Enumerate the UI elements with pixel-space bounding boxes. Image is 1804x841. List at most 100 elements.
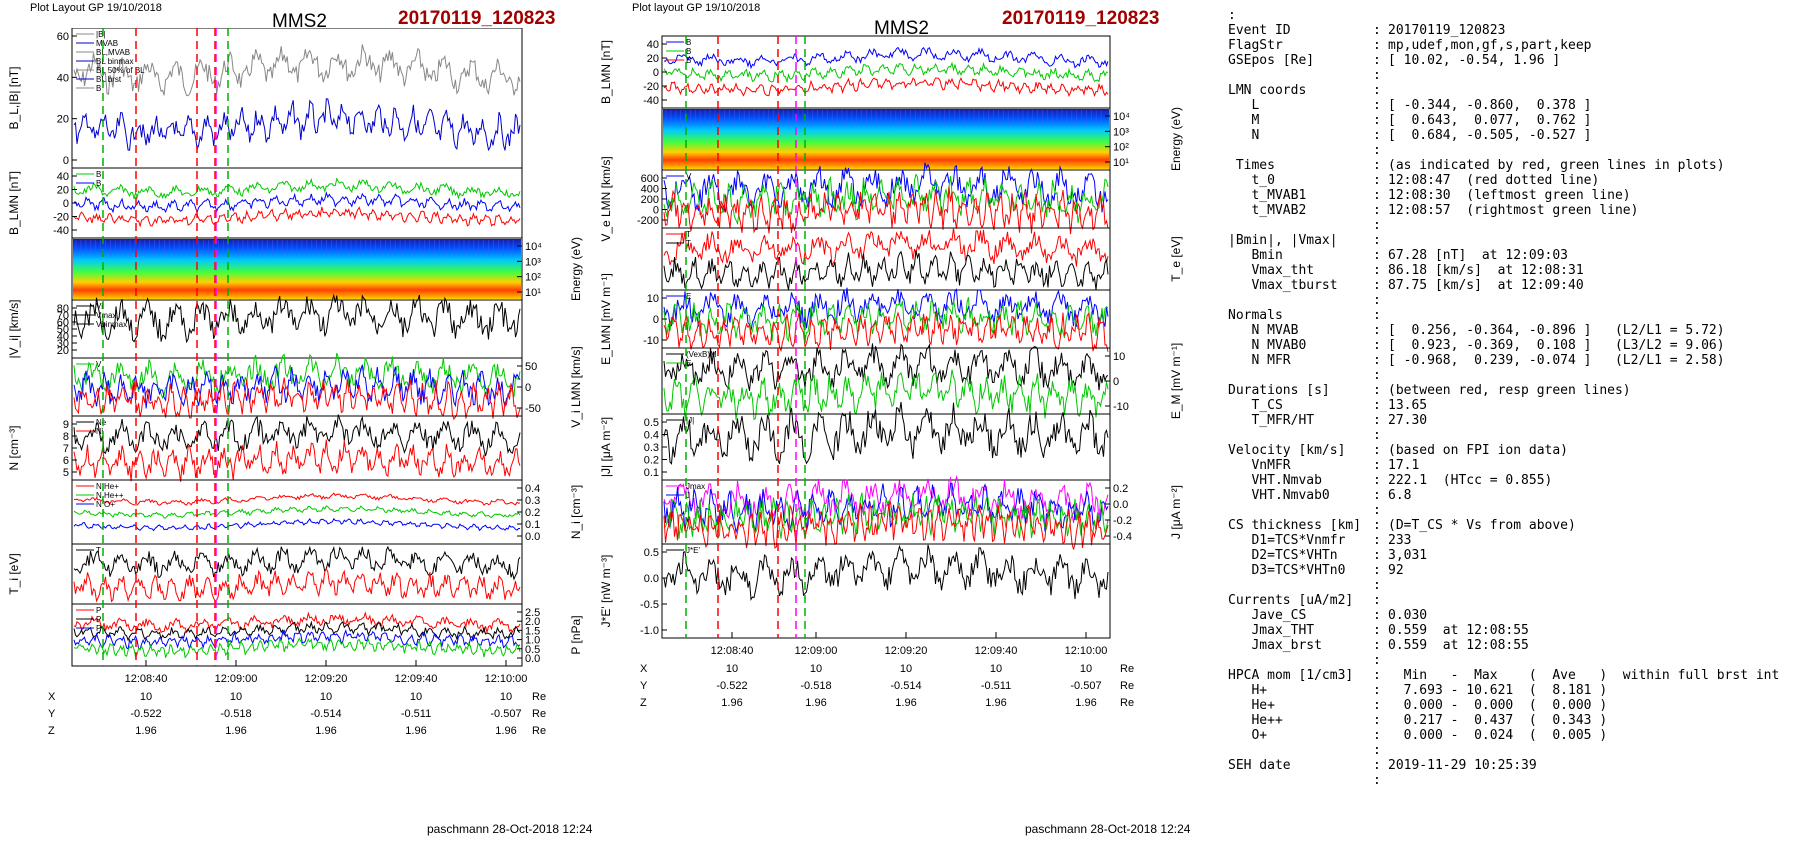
y-tick-label: 0.2 (525, 507, 540, 519)
y-axis-label: V_i LMN [km/s] (569, 346, 583, 427)
table-row-key: Vmax_tht (1228, 263, 1315, 278)
y-tick-label: -0.5 (640, 599, 659, 611)
left-panel-header: Plot Layout GP 19/10/2018 (30, 2, 162, 14)
table-row-colon: : (1373, 338, 1381, 353)
table-row-value: (between red, resp green lines) (1388, 383, 1631, 398)
y-tick-label: 200 (641, 194, 659, 206)
table-row-key: D3=TCS*VHTn0 (1228, 563, 1346, 578)
series-line (73, 439, 521, 482)
y-tick-label: 60 (57, 31, 69, 43)
x-tick-label: 12:10:00 (1065, 645, 1108, 657)
y-tick-label: 5 (63, 467, 69, 479)
ephemeris-unit: Re (1120, 680, 1134, 692)
table-row: SEH date:2019-11-29 10:25:39 (1228, 758, 1798, 773)
table-row-value: [ -0.344, -0.860, 0.378 ] (1388, 98, 1592, 113)
y-tick-label: 2.5 (525, 607, 540, 619)
table-row-colon: : (1373, 443, 1381, 458)
series-line (73, 177, 521, 200)
table-row-key: LMN coords (1228, 83, 1307, 98)
legend-label: E (686, 292, 691, 301)
y-axis-label: J*E' [nW m⁻³] (600, 555, 613, 628)
table-row-key: N MFR (1228, 353, 1291, 368)
table-row-colon: : (1373, 428, 1381, 443)
table-row-colon: : (1373, 248, 1381, 263)
subplot-3: 10⁴ 10³ 10² 10¹ Energy (eV) (71, 237, 583, 301)
x-tick-label: 12:09:40 (975, 645, 1018, 657)
y-axis-label: N_i [cm⁻³] (569, 485, 583, 539)
y-tick-label: 1.5 (525, 625, 540, 637)
y-axis-label: |V_i| [km/s] (7, 300, 21, 359)
table-row-value: [ 0.923, -0.369, 0.108 ] (L3/L2 = 9.06) (1388, 338, 1725, 353)
legend-label: J (686, 491, 690, 500)
y-tick-label: 10³ (525, 256, 541, 268)
table-row: Event ID:20170119_120823 (1228, 23, 1798, 38)
table-row: M: [ 0.643, 0.077, 0.762 ] (1228, 113, 1798, 128)
table-row-value: 87.75 [km/s] at 12:09:40 (1388, 278, 1584, 293)
ephemeris-value: -0.522 (716, 680, 747, 692)
table-row: : (1228, 503, 1798, 518)
x-tick-label: 12:10:00 (485, 673, 528, 685)
table-row: : (1228, 368, 1798, 383)
y-tick-label: 8 (63, 431, 69, 443)
legend-label: T (96, 546, 101, 555)
table-row-colon: : (1373, 233, 1381, 248)
legend-label: V (96, 360, 102, 369)
table-row-key: Bmin (1228, 248, 1283, 263)
x-tick-label: 12:09:20 (305, 673, 348, 685)
y-tick-label: 80 (57, 303, 69, 315)
table-row-value: 27.30 (1388, 413, 1428, 428)
legend-label: B (686, 38, 691, 47)
legend-label: MVAB (96, 39, 118, 48)
table-row-value: (as indicated by red, green lines in plo… (1388, 158, 1725, 173)
table-row-value: [ -0.968, 0.239, -0.074 ] (L2/L1 = 2.58) (1388, 353, 1725, 368)
table-row-key: He++ (1228, 713, 1283, 728)
table-row: GSEpos [Re]: [ 10.02, -0.54, 1.96 ] (1228, 53, 1798, 68)
legend-label: BL 50% of BL (96, 66, 145, 75)
series-line (663, 297, 1109, 343)
legend-label: B (686, 56, 691, 65)
table-row-key: VHT.Nmvab (1228, 473, 1322, 488)
table-row-value: [ 0.684, -0.505, -0.527 ] (1388, 128, 1592, 143)
table-row-colon: : (1373, 548, 1381, 563)
table-row-key: Jave_CS (1228, 608, 1307, 623)
series-line (663, 401, 1109, 465)
table-row-colon: : (1373, 743, 1381, 758)
table-row-value: 2019-11-29 10:25:39 (1388, 758, 1537, 773)
table-row-colon: : (1373, 623, 1381, 638)
ephemeris-row-label: X (640, 663, 648, 675)
legend-label: B (686, 47, 691, 56)
table-row: : (1228, 143, 1798, 158)
table-row: : (1228, 743, 1798, 758)
y-tick-label: 0 (63, 155, 69, 167)
table-row-key: Jmax_brst (1228, 638, 1322, 653)
y-tick-label: 10⁴ (1113, 111, 1130, 123)
x-tick-label: 12:09:20 (885, 645, 928, 657)
table-row-value: 7.693 - 10.621 ( 8.181 ) (1388, 683, 1608, 698)
y-tick-label: 600 (641, 173, 659, 185)
series-line (73, 637, 521, 659)
table-row: T_CS:13.65 (1228, 398, 1798, 413)
ephemeris-value: 1.96 (721, 697, 742, 709)
ephemeris-row-label: Y (48, 708, 56, 720)
table-row: N MFR: [ -0.968, 0.239, -0.074 ] (L2/L1 =… (1228, 353, 1798, 368)
y-tick-label: 10² (1113, 142, 1129, 154)
y-tick-label: 40 (57, 331, 69, 343)
y-tick-label: -40 (53, 225, 69, 237)
y-axis-label: B_L,|B| [nT] (7, 67, 21, 130)
legend-label: BL binmax (96, 57, 134, 66)
table-row-key: Currents [uA/m2] (1228, 593, 1354, 608)
table-row-value: 0.217 - 0.437 ( 0.343 ) (1388, 713, 1608, 728)
series-line (663, 173, 1109, 226)
ephemeris-value: 10 (500, 691, 512, 703)
legend-label: P (96, 606, 101, 615)
series-line (663, 227, 1109, 267)
table-row-colon: : (1373, 53, 1381, 68)
legend-label: E (686, 359, 691, 368)
table-row-colon: : (1373, 563, 1381, 578)
table-row: Normals: (1228, 308, 1798, 323)
legend-label: N O+ (96, 500, 115, 509)
subplot-7: 0.40.30.20.10.0 N_i [cm⁻³] N He+N He++N O+ (71, 479, 583, 545)
